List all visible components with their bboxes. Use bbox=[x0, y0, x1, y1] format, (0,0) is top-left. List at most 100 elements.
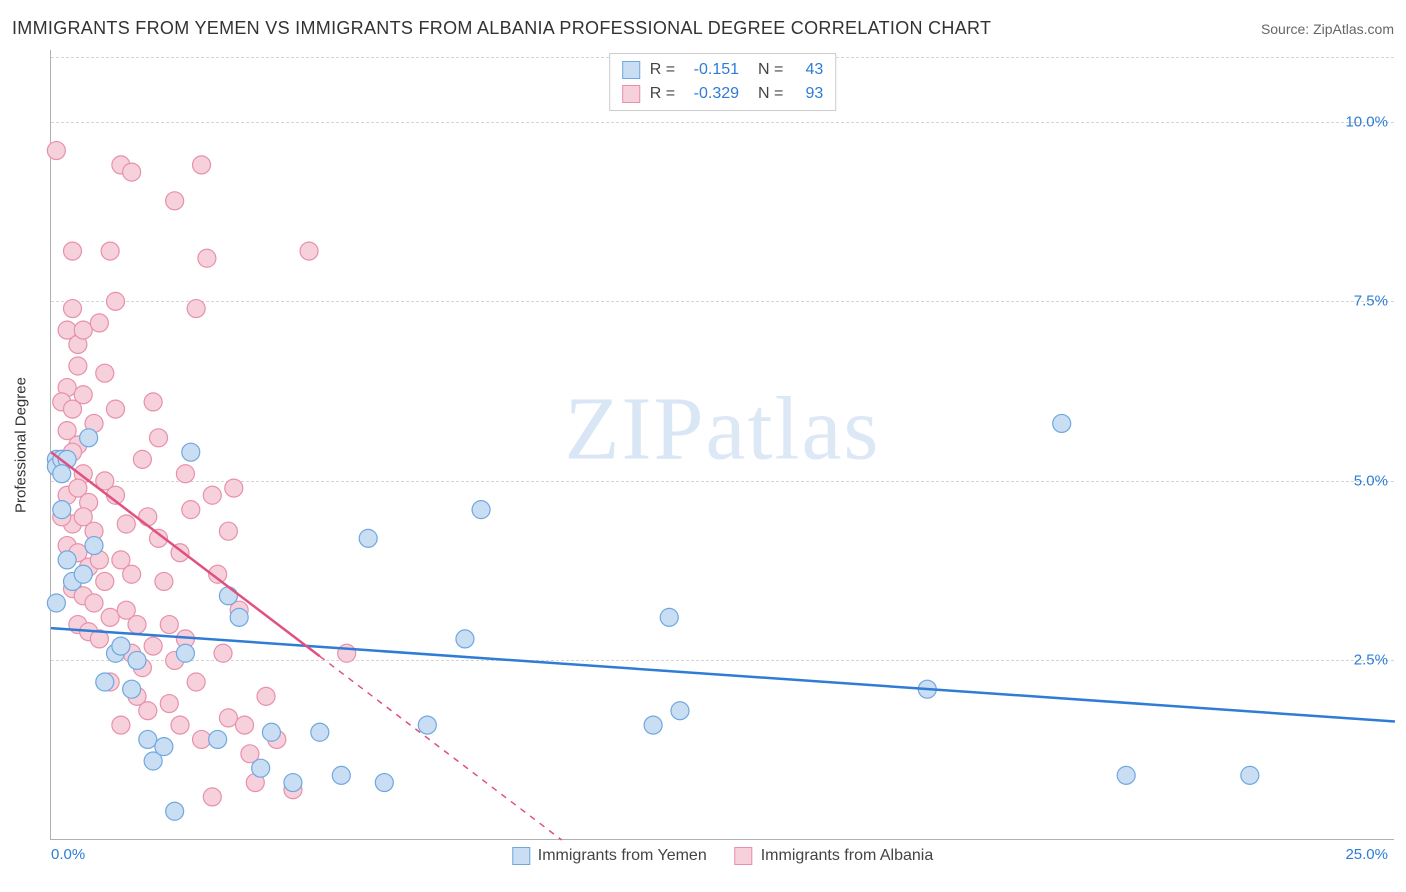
data-point-albania bbox=[107, 292, 125, 310]
data-point-albania bbox=[176, 465, 194, 483]
stat-r-value: -0.329 bbox=[685, 82, 739, 106]
data-point-albania bbox=[101, 242, 119, 260]
data-point-albania bbox=[47, 142, 65, 160]
swatch-yemen bbox=[512, 847, 530, 865]
data-point-albania bbox=[171, 716, 189, 734]
data-point-yemen bbox=[660, 608, 678, 626]
data-point-yemen bbox=[155, 738, 173, 756]
legend-item-albania: Immigrants from Albania bbox=[735, 847, 934, 865]
source-name: ZipAtlas.com bbox=[1313, 21, 1394, 37]
legend-label: Immigrants from Yemen bbox=[538, 847, 707, 865]
data-point-yemen bbox=[80, 429, 98, 447]
data-point-yemen bbox=[96, 673, 114, 691]
data-point-albania bbox=[193, 156, 211, 174]
data-point-albania bbox=[112, 716, 130, 734]
data-point-albania bbox=[139, 702, 157, 720]
data-point-yemen bbox=[230, 608, 248, 626]
stat-r-label: R = bbox=[650, 58, 675, 82]
data-point-albania bbox=[150, 429, 168, 447]
x-tick-min: 0.0% bbox=[51, 846, 85, 863]
stat-n-value: 43 bbox=[793, 58, 823, 82]
data-point-albania bbox=[219, 709, 237, 727]
stats-row-yemen: R = -0.151 N = 43 bbox=[622, 58, 824, 82]
data-point-yemen bbox=[284, 774, 302, 792]
stat-n-value: 93 bbox=[793, 82, 823, 106]
data-point-yemen bbox=[47, 594, 65, 612]
data-point-albania bbox=[155, 572, 173, 590]
data-point-yemen bbox=[123, 680, 141, 698]
data-point-yemen bbox=[375, 774, 393, 792]
data-point-albania bbox=[203, 486, 221, 504]
legend-label: Immigrants from Albania bbox=[761, 847, 934, 865]
data-point-albania bbox=[139, 508, 157, 526]
data-point-albania bbox=[203, 788, 221, 806]
plot-area: Professional Degree ZIPatlas 2.5%5.0%7.5… bbox=[50, 50, 1394, 840]
data-point-albania bbox=[123, 163, 141, 181]
data-point-yemen bbox=[85, 537, 103, 555]
data-point-albania bbox=[128, 616, 146, 634]
data-point-yemen bbox=[139, 730, 157, 748]
data-point-albania bbox=[133, 450, 151, 468]
data-point-albania bbox=[144, 637, 162, 655]
data-point-yemen bbox=[418, 716, 436, 734]
stat-r-label: R = bbox=[650, 82, 675, 106]
chart-source: Source: ZipAtlas.com bbox=[1261, 21, 1394, 37]
data-point-albania bbox=[225, 479, 243, 497]
stats-legend: R = -0.151 N = 43 R = -0.329 N = 93 bbox=[609, 53, 837, 111]
data-point-albania bbox=[64, 300, 82, 318]
data-point-yemen bbox=[456, 630, 474, 648]
data-point-yemen bbox=[472, 501, 490, 519]
data-point-yemen bbox=[1053, 414, 1071, 432]
data-point-albania bbox=[257, 687, 275, 705]
bottom-legend: Immigrants from Yemen Immigrants from Alb… bbox=[512, 847, 933, 865]
data-point-yemen bbox=[166, 802, 184, 820]
trend-line-albania-dashed bbox=[320, 656, 562, 840]
data-point-yemen bbox=[182, 443, 200, 461]
data-point-yemen bbox=[1117, 766, 1135, 784]
data-point-albania bbox=[198, 249, 216, 267]
data-point-yemen bbox=[58, 551, 76, 569]
data-point-albania bbox=[96, 364, 114, 382]
data-point-albania bbox=[187, 673, 205, 691]
chart-svg bbox=[51, 50, 1394, 839]
data-point-yemen bbox=[311, 723, 329, 741]
data-point-yemen bbox=[209, 730, 227, 748]
chart-title: IMMIGRANTS FROM YEMEN VS IMMIGRANTS FROM… bbox=[12, 18, 991, 39]
stat-r-value: -0.151 bbox=[685, 58, 739, 82]
data-point-yemen bbox=[53, 465, 71, 483]
data-point-yemen bbox=[252, 759, 270, 777]
data-point-albania bbox=[85, 594, 103, 612]
data-point-yemen bbox=[262, 723, 280, 741]
stat-n-label: N = bbox=[749, 82, 783, 106]
data-point-albania bbox=[101, 608, 119, 626]
data-point-yemen bbox=[74, 565, 92, 583]
data-point-albania bbox=[166, 192, 184, 210]
data-point-albania bbox=[117, 515, 135, 533]
data-point-albania bbox=[107, 400, 125, 418]
data-point-albania bbox=[74, 386, 92, 404]
data-point-yemen bbox=[332, 766, 350, 784]
data-point-yemen bbox=[219, 587, 237, 605]
data-point-albania bbox=[236, 716, 254, 734]
data-point-yemen bbox=[176, 644, 194, 662]
trend-line-yemen bbox=[51, 628, 1395, 721]
data-point-yemen bbox=[128, 651, 146, 669]
y-axis-label: Professional Degree bbox=[13, 377, 30, 513]
data-point-albania bbox=[123, 565, 141, 583]
legend-item-yemen: Immigrants from Yemen bbox=[512, 847, 707, 865]
data-point-albania bbox=[74, 321, 92, 339]
data-point-yemen bbox=[359, 529, 377, 547]
data-point-albania bbox=[64, 242, 82, 260]
data-point-albania bbox=[187, 300, 205, 318]
stat-n-label: N = bbox=[749, 58, 783, 82]
swatch-yemen bbox=[622, 61, 640, 79]
x-tick-max: 25.0% bbox=[1345, 846, 1388, 863]
data-point-yemen bbox=[671, 702, 689, 720]
data-point-albania bbox=[338, 644, 356, 662]
data-point-albania bbox=[69, 357, 87, 375]
data-point-albania bbox=[182, 501, 200, 519]
data-point-albania bbox=[90, 314, 108, 332]
data-point-albania bbox=[193, 730, 211, 748]
data-point-albania bbox=[160, 695, 178, 713]
data-point-albania bbox=[219, 522, 237, 540]
